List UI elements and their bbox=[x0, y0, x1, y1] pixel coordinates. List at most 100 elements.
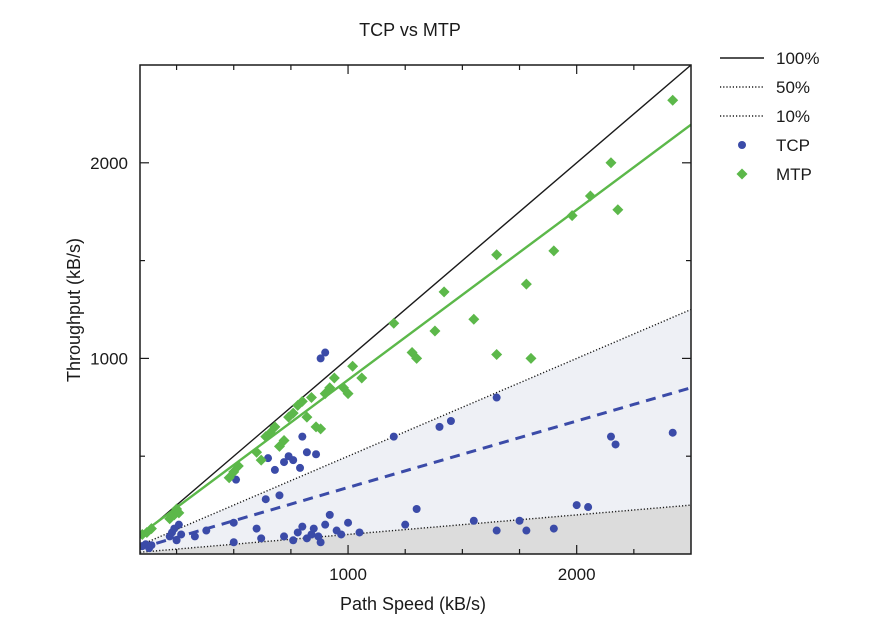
tcp-point bbox=[321, 348, 330, 357]
legend-item-50pct: 50% bbox=[720, 78, 810, 97]
shaded-region-1 bbox=[140, 505, 691, 554]
tcp-point bbox=[280, 458, 289, 467]
legend-item-mtp: MTP bbox=[736, 165, 812, 184]
x-axis-label: Path Speed (kB/s) bbox=[340, 594, 486, 614]
tcp-point bbox=[355, 528, 364, 537]
shaded-region-0 bbox=[140, 309, 691, 553]
legend-label: TCP bbox=[776, 136, 810, 155]
tcp-point bbox=[325, 510, 334, 519]
y-tick-label: 2000 bbox=[90, 154, 128, 173]
legend: 100% 50% 10% TCP MTP bbox=[720, 49, 819, 184]
mtp-point bbox=[347, 360, 359, 372]
tcp-point bbox=[412, 505, 421, 514]
plot-frame bbox=[139, 64, 692, 555]
mtp-point bbox=[429, 325, 441, 337]
tcp-point bbox=[492, 393, 501, 402]
legend-item-10pct: 10% bbox=[720, 107, 810, 126]
reference-line-10pct bbox=[140, 504, 691, 553]
tcp-point bbox=[270, 465, 279, 474]
x-tick-label: 1000 bbox=[329, 565, 367, 584]
legend-swatch bbox=[738, 141, 746, 149]
mtp-point bbox=[468, 313, 480, 325]
tcp-point bbox=[296, 463, 305, 472]
tcp-point bbox=[668, 428, 677, 437]
legend-item-100pct: 100% bbox=[720, 49, 819, 68]
mtp-point bbox=[388, 317, 400, 329]
fit-lines bbox=[140, 123, 691, 550]
mtp-point bbox=[438, 286, 450, 298]
tcp-point bbox=[611, 440, 620, 449]
mtp-point bbox=[251, 446, 263, 458]
tcp-point bbox=[522, 526, 531, 535]
tcp-point bbox=[312, 450, 321, 459]
tcp-point bbox=[257, 534, 266, 543]
tcp-point bbox=[302, 448, 311, 457]
tcp-point bbox=[177, 530, 186, 539]
mtp-point bbox=[584, 190, 596, 202]
tcp-point bbox=[293, 528, 302, 537]
x-tick-label: 2000 bbox=[558, 565, 596, 584]
mtp-point bbox=[315, 423, 327, 435]
mtp-point bbox=[269, 421, 281, 433]
tcp-point bbox=[321, 520, 330, 529]
mtp-point bbox=[548, 245, 560, 257]
mtp-point bbox=[255, 454, 267, 466]
tcp-point bbox=[298, 522, 307, 531]
axis-ticks bbox=[140, 65, 691, 554]
mtp-point bbox=[667, 94, 679, 106]
tcp-point bbox=[515, 516, 524, 525]
legend-label: 10% bbox=[776, 107, 810, 126]
tcp-point bbox=[492, 526, 501, 535]
tcp-point bbox=[337, 530, 346, 539]
tcp-point bbox=[401, 520, 410, 529]
mtp-point bbox=[173, 507, 185, 519]
mtp-point bbox=[411, 352, 423, 364]
tcp-point bbox=[344, 518, 353, 527]
mtp-point bbox=[612, 204, 624, 216]
tcp-point bbox=[316, 538, 325, 547]
reference-lines bbox=[140, 65, 691, 553]
mtp-point bbox=[278, 435, 290, 447]
mtp-point bbox=[566, 210, 578, 222]
shaded-regions bbox=[140, 309, 691, 554]
tcp-point bbox=[261, 495, 270, 504]
tcp-point bbox=[172, 536, 181, 545]
reference-line-100pct bbox=[140, 65, 691, 537]
mtp-point bbox=[324, 382, 336, 394]
mtp-point bbox=[491, 249, 503, 261]
mtp-point bbox=[328, 372, 340, 384]
legend-label: 100% bbox=[776, 49, 819, 68]
axis-tick-labels: 1000 2000 1000 2000 bbox=[90, 154, 595, 584]
mtp-point bbox=[287, 407, 299, 419]
legend-swatch bbox=[736, 168, 748, 180]
mtp-point bbox=[145, 523, 157, 535]
mtp-point bbox=[296, 395, 308, 407]
tcp-point bbox=[174, 520, 183, 529]
tcp-point bbox=[289, 536, 298, 545]
mtp-point bbox=[171, 503, 183, 515]
y-tick-label: 1000 bbox=[90, 349, 128, 368]
tcp-point bbox=[190, 532, 199, 541]
tcp-point bbox=[572, 501, 581, 510]
tcp-point bbox=[389, 432, 398, 441]
tcp-point bbox=[446, 416, 455, 425]
fit-line-mtp bbox=[140, 123, 691, 536]
tcp-point bbox=[275, 491, 284, 500]
data-points bbox=[140, 94, 679, 553]
mtp-point bbox=[301, 411, 313, 423]
tcp-point bbox=[229, 518, 238, 527]
tcp-point bbox=[229, 538, 238, 547]
y-axis-label: Throughput (kB/s) bbox=[64, 238, 84, 382]
tcp-point bbox=[298, 432, 307, 441]
tcp-point bbox=[147, 541, 156, 550]
tcp-point bbox=[309, 524, 318, 533]
tcp-point bbox=[469, 516, 478, 525]
mtp-point bbox=[232, 460, 244, 472]
mtp-point bbox=[305, 392, 317, 404]
tcp-point bbox=[435, 422, 444, 431]
mtp-point bbox=[525, 352, 537, 364]
tcp-point bbox=[584, 503, 593, 512]
mtp-point bbox=[605, 157, 617, 169]
mtp-point bbox=[356, 372, 368, 384]
